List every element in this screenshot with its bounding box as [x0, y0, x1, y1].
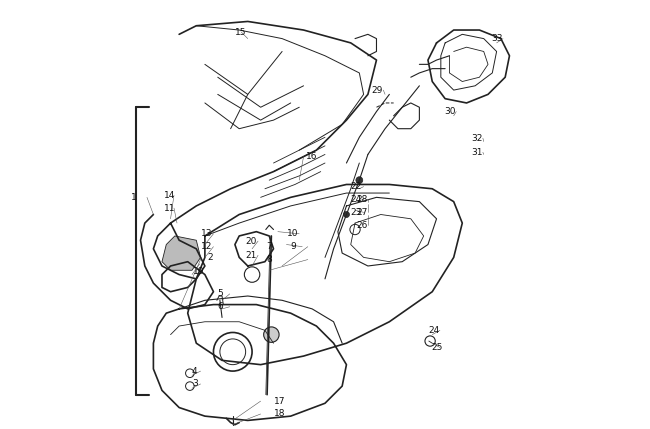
Text: 24: 24 [428, 326, 439, 335]
Text: 32: 32 [471, 134, 482, 142]
Text: 22: 22 [350, 182, 361, 191]
Text: 16: 16 [306, 152, 317, 161]
Text: 1: 1 [131, 193, 137, 202]
Text: 27: 27 [356, 208, 367, 217]
Text: 23: 23 [350, 208, 361, 217]
Text: 19: 19 [193, 267, 205, 276]
Text: 13: 13 [202, 230, 213, 238]
Text: 7: 7 [266, 242, 272, 251]
Text: 9: 9 [291, 242, 296, 251]
Text: 18: 18 [274, 410, 286, 418]
Text: 2: 2 [207, 253, 213, 262]
Circle shape [343, 211, 350, 218]
Text: 11: 11 [164, 204, 176, 212]
Text: 15: 15 [235, 28, 246, 36]
Text: 33: 33 [491, 34, 502, 43]
Polygon shape [162, 236, 201, 270]
Text: 20: 20 [246, 237, 257, 245]
Text: 6: 6 [217, 302, 223, 311]
Text: 29: 29 [371, 86, 383, 94]
Text: 14: 14 [164, 191, 176, 199]
Text: 17: 17 [274, 397, 286, 405]
Text: 8: 8 [266, 255, 272, 264]
Text: 5: 5 [217, 290, 223, 298]
Text: 26: 26 [356, 221, 367, 230]
Text: 10: 10 [287, 230, 299, 238]
Circle shape [264, 327, 279, 342]
Text: 30: 30 [444, 107, 456, 116]
Circle shape [356, 177, 363, 184]
Text: 4: 4 [192, 367, 198, 375]
Text: 24: 24 [350, 195, 361, 204]
Text: 3: 3 [192, 380, 198, 388]
Text: 28: 28 [356, 195, 367, 204]
Text: 12: 12 [202, 242, 213, 251]
Text: 31: 31 [471, 148, 482, 157]
Text: 25: 25 [432, 343, 443, 352]
Text: 21: 21 [246, 251, 257, 260]
